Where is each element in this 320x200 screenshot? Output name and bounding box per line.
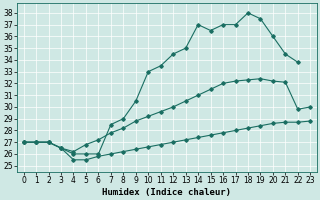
X-axis label: Humidex (Indice chaleur): Humidex (Indice chaleur): [102, 188, 231, 197]
